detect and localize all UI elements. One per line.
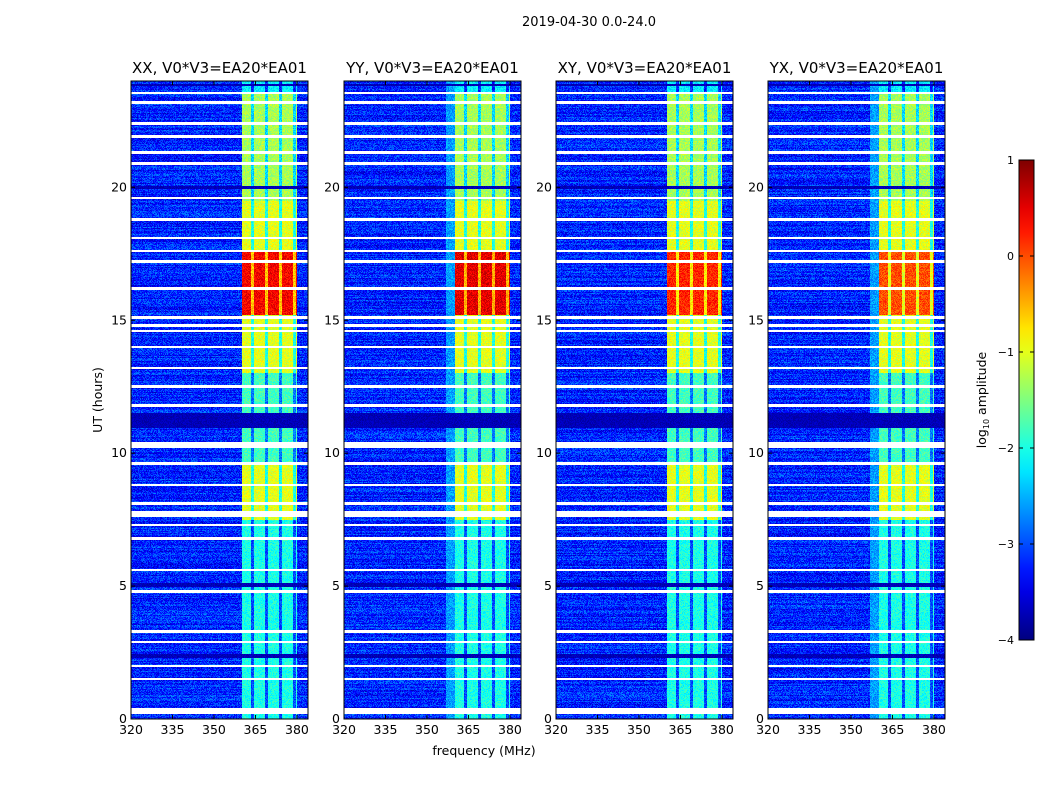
colorbar-tick-label: −3 [998, 538, 1014, 551]
colorbar [1018, 159, 1035, 641]
x-tick-label: 320 [544, 722, 568, 737]
panel-title-3: YX, V0*V3=EA20*EA01 [769, 59, 944, 77]
y-tick-label: 20 [536, 179, 552, 194]
y-tick-label: 15 [748, 312, 764, 327]
panel-title-2: XY, V0*V3=EA20*EA01 [558, 59, 732, 77]
y-tick-label: 10 [748, 445, 764, 460]
colorbar-tick-label: −4 [998, 634, 1014, 647]
colorbar-label-sub: 10 [982, 419, 991, 429]
x-tick-label: 380 [498, 722, 522, 737]
spectrogram-3 [768, 81, 945, 719]
x-tick-label: 335 [586, 722, 610, 737]
y-tick-label: 20 [748, 179, 764, 194]
y-tick-label: 15 [324, 312, 340, 327]
y-tick-label: 10 [111, 445, 127, 460]
x-tick-label: 335 [161, 722, 185, 737]
colorbar-tick-label: −2 [998, 442, 1014, 455]
y-axis-label: UT (hours) [90, 367, 105, 433]
panel-frame-1 [343, 80, 522, 720]
y-tick-label: 0 [544, 711, 552, 726]
y-tick-label: 5 [119, 578, 127, 593]
x-tick-label: 335 [798, 722, 822, 737]
colorbar-label: log10 amplitude [974, 351, 991, 448]
x-tick-label: 320 [119, 722, 143, 737]
colorbar-tick-label: 0 [1007, 250, 1014, 263]
spectrogram-0 [131, 81, 308, 719]
panel-frame-0 [130, 80, 309, 720]
x-tick-label: 350 [839, 722, 863, 737]
x-tick-label: 350 [627, 722, 651, 737]
y-tick-label: 5 [332, 578, 340, 593]
y-tick-label: 10 [536, 445, 552, 460]
x-axis-label: frequency (MHz) [432, 743, 535, 758]
x-tick-label: 350 [415, 722, 439, 737]
x-tick-label: 365 [669, 722, 693, 737]
y-tick-label: 15 [111, 312, 127, 327]
x-tick-label: 335 [374, 722, 398, 737]
x-tick-label: 320 [332, 722, 356, 737]
x-tick-label: 380 [285, 722, 309, 737]
y-tick-label: 20 [111, 179, 127, 194]
x-tick-label: 365 [881, 722, 905, 737]
panel-frame-3 [767, 80, 946, 720]
y-tick-label: 0 [119, 711, 127, 726]
x-tick-label: 380 [922, 722, 946, 737]
y-tick-label: 0 [756, 711, 764, 726]
x-tick-label: 365 [457, 722, 481, 737]
panel-frame-2 [555, 80, 734, 720]
x-tick-label: 365 [244, 722, 268, 737]
colorbar-tick-label: 1 [1007, 154, 1014, 167]
x-tick-label: 350 [202, 722, 226, 737]
colorbar-tick-label: −1 [998, 346, 1014, 359]
colorbar-label-log: log [974, 429, 989, 448]
x-tick-label: 380 [710, 722, 734, 737]
x-tick-label: 320 [756, 722, 780, 737]
y-tick-label: 15 [536, 312, 552, 327]
spectrogram-2 [556, 81, 733, 719]
spectrogram-1 [344, 81, 521, 719]
panel-title-0: XX, V0*V3=EA20*EA01 [132, 59, 307, 77]
colorbar-label-rest: amplitude [974, 351, 989, 418]
y-tick-label: 0 [332, 711, 340, 726]
y-tick-label: 5 [756, 578, 764, 593]
y-tick-label: 5 [544, 578, 552, 593]
y-tick-label: 20 [324, 179, 340, 194]
y-tick-label: 10 [324, 445, 340, 460]
panel-title-1: YY, V0*V3=EA20*EA01 [345, 59, 519, 77]
figure-title: 2019-04-30 0.0-24.0 [522, 15, 656, 30]
